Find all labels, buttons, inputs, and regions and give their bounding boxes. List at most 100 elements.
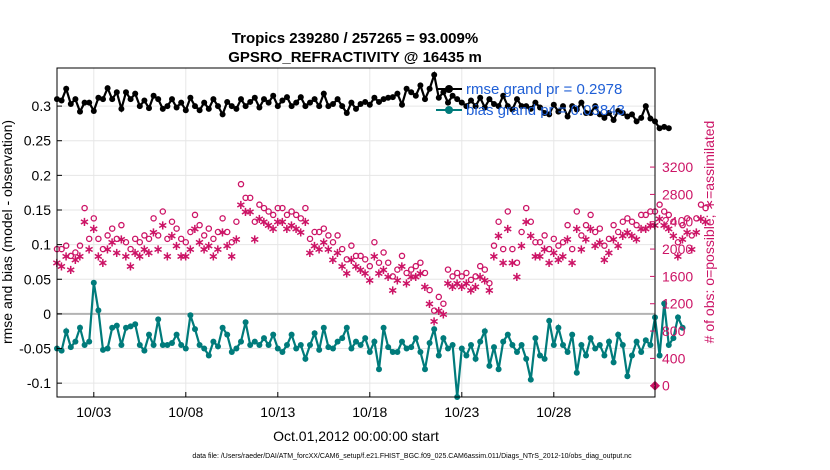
obs-possible-point — [334, 232, 341, 239]
obs-possible-point — [504, 208, 512, 215]
obs-assimilated-point: ∗ — [640, 222, 651, 237]
rmse-point — [468, 97, 474, 104]
obs-assimilated-point: ∗ — [686, 243, 697, 258]
rmse-point — [537, 104, 543, 111]
bias-point — [546, 317, 553, 324]
rmse-point — [228, 103, 235, 110]
bias-point — [477, 338, 484, 345]
axes-box — [56, 67, 656, 398]
bias-point — [343, 324, 350, 331]
obs-possible-point — [127, 245, 134, 253]
obs-assimilated-point: ∗ — [608, 232, 619, 247]
rmse-point — [90, 107, 97, 114]
y-tick-label: 0.1 — [32, 237, 52, 253]
bias-point — [77, 324, 83, 331]
obs-assimilated-point: ∗ — [631, 232, 642, 247]
rmse-point — [348, 99, 355, 106]
bias-point — [385, 344, 392, 351]
obs-assimilated-point: ∗ — [263, 219, 274, 234]
bias-point — [431, 326, 438, 333]
bias-point — [196, 342, 203, 349]
rmse-point — [164, 103, 171, 110]
rmse-point — [123, 89, 129, 96]
bias-point — [251, 338, 258, 345]
rmse-point — [141, 97, 148, 104]
rmse-point — [242, 103, 249, 110]
obs-possible-point — [389, 273, 397, 280]
obs-possible-point — [283, 211, 291, 219]
obs-assimilated-point: ∗ — [337, 260, 348, 275]
obs-assimilated-point: ∗ — [157, 219, 168, 234]
rmse-point — [182, 107, 189, 114]
rmse-point — [132, 90, 139, 97]
obs-possible-point — [329, 238, 337, 246]
obs-possible-point — [421, 269, 429, 277]
obs-assimilated-point: ∗ — [558, 249, 569, 264]
obs-assimilated-point: ∗ — [392, 273, 403, 288]
obs-possible-point — [614, 228, 622, 236]
obs-assimilated-point: ∗ — [314, 243, 325, 258]
rmse-point — [560, 103, 566, 110]
rmse-point — [629, 111, 635, 118]
bias-point — [389, 348, 396, 355]
obs-possible-point — [113, 235, 121, 243]
bias-point — [316, 346, 323, 353]
obs-possible-point — [619, 218, 627, 225]
bias-point — [67, 344, 74, 351]
legend-bias-label: bias grand pr = 0.03843 — [466, 102, 625, 119]
obs-assimilated-point: ∗ — [84, 243, 95, 258]
obs-possible-point — [697, 201, 705, 208]
obs-assimilated-point: ∗ — [663, 222, 674, 237]
obs-assimilated-point: ∗ — [682, 225, 693, 240]
obs-possible-point — [320, 225, 328, 232]
obs-assimilated-point: ∗ — [79, 215, 90, 230]
obs-possible-point — [683, 215, 691, 222]
rmse-point — [251, 94, 258, 101]
rmse-point — [495, 103, 502, 110]
bias-point — [408, 344, 415, 351]
bias-point — [527, 376, 534, 383]
bias-point — [679, 324, 686, 331]
obs-assimilated-point: ∗ — [153, 243, 164, 258]
obs-possible-point — [104, 232, 111, 239]
obs-assimilated-point: ∗ — [226, 249, 237, 264]
obs-assimilated-point: ∗ — [622, 225, 633, 240]
y-tick-label: 0 — [43, 306, 51, 322]
rmse-point — [541, 110, 548, 117]
obs-possible-point — [302, 204, 309, 212]
ticks: -0.1 -0.05 0 0.05 0.1 0.15 0.2 0.25 0.3 0 400 800 12… — [19, 98, 693, 420]
bias-point — [242, 319, 249, 326]
obs-possible-point — [279, 204, 286, 212]
obs-assimilated-point: ∗ — [525, 229, 536, 244]
obs-assimilated-point: ∗ — [240, 205, 251, 220]
obs-assimilated-point: ∗ — [355, 263, 366, 278]
obs-assimilated-point: ∗ — [567, 256, 578, 271]
bias-point — [187, 312, 194, 319]
obs-possible-point — [509, 245, 516, 253]
rmse-point — [307, 99, 313, 106]
bias-point — [518, 342, 525, 349]
bias-point — [495, 366, 502, 373]
bias-point — [219, 324, 226, 331]
obs-possible-point — [555, 242, 562, 249]
obs-assimilated-point: ∗ — [130, 246, 141, 261]
rmse-point — [136, 103, 143, 110]
bias-point — [550, 342, 557, 349]
rmse-point — [458, 99, 465, 106]
obs-possible-point — [550, 235, 558, 243]
obs-possible-point — [99, 245, 107, 253]
obs-possible-point — [177, 235, 185, 243]
obs-possible-point — [518, 228, 525, 236]
y-right-tick-label: 400 — [662, 350, 686, 366]
rmse-point — [633, 118, 640, 125]
obs-possible-point — [348, 242, 355, 249]
obs-assimilated-point: ∗ — [530, 249, 541, 264]
obs-possible-point — [237, 180, 245, 188]
obs-possible-point — [196, 221, 203, 229]
rmse-point — [362, 98, 369, 105]
bias-point — [596, 342, 603, 349]
obs-possible-point — [495, 218, 502, 225]
bias-point — [201, 345, 208, 352]
obs-assimilated-point: ∗ — [332, 246, 343, 261]
bias-point — [656, 352, 663, 359]
